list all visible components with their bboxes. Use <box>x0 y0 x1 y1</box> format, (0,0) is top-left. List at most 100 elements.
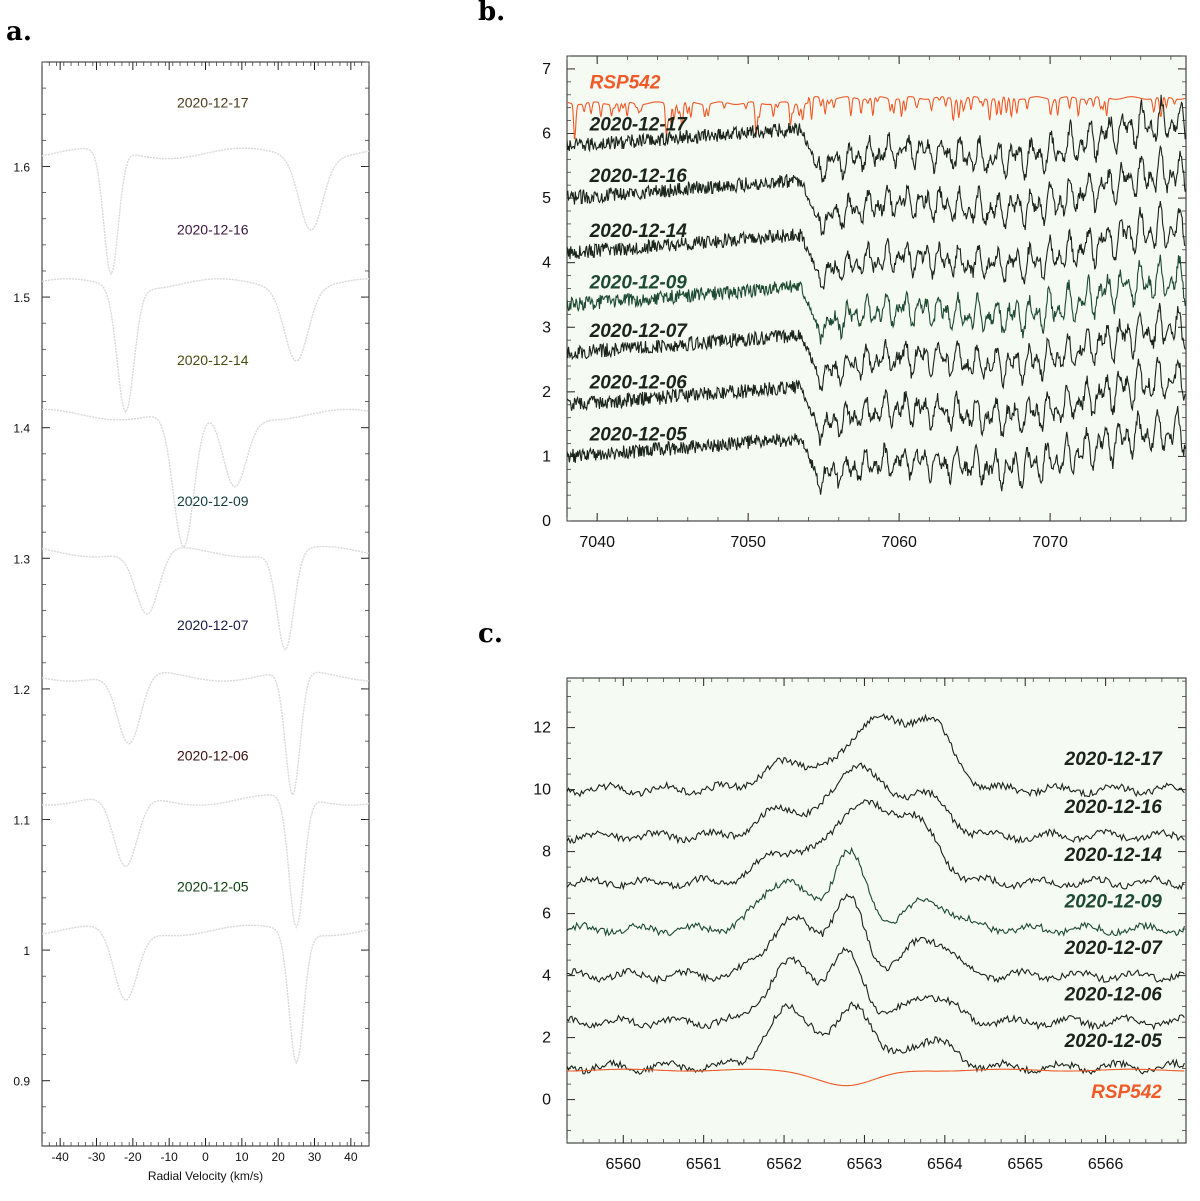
panel-a-y-tick-label: 1.6 <box>13 160 30 174</box>
panel-b-series-line <box>567 356 1186 446</box>
panel-c-series-line <box>567 1068 1185 1087</box>
panel-c-y-tick-label: 8 <box>542 844 551 861</box>
panel-b-x-tick-label: 7070 <box>1032 534 1068 551</box>
panel-c-x-tick-label: 6565 <box>1007 1156 1043 1173</box>
panel-c-y-tick-label: 4 <box>542 968 551 985</box>
panel-c-series-label: 2020-12-07 <box>1064 938 1164 959</box>
panel-a-y-tick-label: 1.2 <box>13 683 30 697</box>
panel-a-series-line <box>41 545 370 651</box>
panel-a-x-tick-label: 10 <box>235 1150 249 1164</box>
panel-c-series-group <box>567 713 1185 1087</box>
panel-a-x-tick-label: -10 <box>160 1150 178 1164</box>
panel-c-series-line <box>567 893 1185 985</box>
panel-a-x-tick-label: -20 <box>124 1150 142 1164</box>
panel-b-series-line <box>567 94 1186 183</box>
panel-a-series-line <box>41 794 370 929</box>
panel-c-series-label: RSP542 <box>1091 1082 1162 1103</box>
panel-a-series-label: 2020-12-05 <box>177 878 249 894</box>
panel-a-x-tick-label: 0 <box>202 1150 209 1164</box>
panel-a-y-tick-label: 0.9 <box>13 1075 30 1089</box>
panel-c-series-label: 2020-12-14 <box>1064 845 1163 866</box>
panel-a-x-tick-label: 20 <box>271 1150 285 1164</box>
panel-c-series-line <box>567 713 1185 798</box>
panel-c-x-tick-label: 6564 <box>927 1156 963 1173</box>
panel-b-y-tick-label: 4 <box>542 255 551 272</box>
panel-c-x-tick-label: 6563 <box>847 1156 883 1173</box>
panel-a-series-label: 2020-12-16 <box>177 221 249 237</box>
panel-c-y-tick-label: 10 <box>533 782 551 799</box>
panel-a-x-tick-label: -40 <box>51 1150 69 1164</box>
panel-a-y-tick-label: 1.3 <box>13 552 30 566</box>
panel-b-x-axis: 7040 7050 7060 7070 <box>566 56 1172 551</box>
panel-b-series-label: 2020-12-07 <box>589 321 689 342</box>
panel-a-y-tick-label: 1.4 <box>13 422 30 436</box>
panel-b-series-line <box>567 201 1186 290</box>
panel-b-y-axis: 0 1 2 3 4 5 6 7 <box>542 55 1186 530</box>
panel-b-series-line <box>567 302 1186 392</box>
panel-c-x-tick-label: 6560 <box>605 1156 641 1173</box>
panel-a-x-tick-label: -30 <box>88 1150 106 1164</box>
panel-a-plot-frame <box>41 61 370 1147</box>
panel-label-b: b. <box>478 0 505 27</box>
panel-a-y-tick-label: 1.1 <box>13 813 30 827</box>
panel-a-series-line <box>41 924 370 1065</box>
panel-b-series-line <box>567 144 1186 236</box>
panel-b-y-tick-label: 2 <box>542 384 551 401</box>
panel-b-series-label: 2020-12-17 <box>589 114 689 135</box>
panel-b-spectra-chart: 7040 7050 7060 7070 0 1 2 3 4 5 6 7 RSP542 2020-12-17… <box>542 55 1187 551</box>
panel-a-series-label: 2020-12-14 <box>177 352 249 368</box>
panel-a-series-line <box>41 147 370 276</box>
panel-a-series-label: 2020-12-07 <box>177 617 249 633</box>
panel-c-series-line <box>567 846 1185 937</box>
panel-a-x-tick-label: 30 <box>308 1150 322 1164</box>
panel-b-series-label: RSP542 <box>590 72 661 93</box>
panel-c-y-tick-label: 6 <box>542 906 551 923</box>
panel-c-series-line <box>567 762 1185 845</box>
panel-a-series-label: 2020-12-17 <box>177 95 249 111</box>
panel-c-series-line <box>567 1001 1185 1075</box>
panel-a-y-axis: 0.9 1 1.1 1.2 1.3 1.4 1.5 1.6 <box>13 61 369 1134</box>
panel-b-y-tick-label: 5 <box>542 190 551 207</box>
panel-c-series-label: 2020-12-05 <box>1064 1031 1163 1052</box>
panel-b-series-label: 2020-12-16 <box>589 166 688 187</box>
panel-c-y-tick-label: 0 <box>542 1092 551 1109</box>
panel-b-series-label: 2020-12-09 <box>589 273 688 294</box>
panel-b-y-tick-label: 3 <box>542 319 551 336</box>
panel-c-series-label: 2020-12-16 <box>1064 797 1163 818</box>
panel-a-series-line <box>41 278 370 414</box>
panel-a-x-tick-label: 40 <box>344 1150 358 1164</box>
panel-b-series-label: 2020-12-06 <box>589 373 688 394</box>
panel-b-y-tick-label: 0 <box>542 513 551 530</box>
panel-c-halpha-chart: 6560 6561 6562 6563 6564 6565 6566 0 2 4 6 8 10 12 202… <box>533 677 1187 1173</box>
panel-c-y-tick-label: 2 <box>542 1030 551 1047</box>
panel-c-x-axis: 6560 6561 6562 6563 6564 6565 6566 <box>566 678 1179 1173</box>
panel-c-x-tick-label: 6561 <box>686 1156 722 1173</box>
panel-b-y-tick-label: 7 <box>542 61 551 78</box>
panel-a-series-line <box>42 408 370 549</box>
panel-a-x-axis-title: Radial Velocity (km/s) <box>148 1169 263 1183</box>
panel-b-series-line <box>567 96 1186 140</box>
panel-a-y-tick-label: 1.5 <box>13 291 30 305</box>
panel-b-series-line <box>567 406 1186 495</box>
panel-c-x-tick-label: 6566 <box>1088 1156 1124 1173</box>
panel-a-series-label: 2020-12-09 <box>177 493 249 509</box>
panel-c-y-axis: 0 2 4 6 8 10 12 <box>533 680 1186 1131</box>
panel-b-y-tick-label: 6 <box>542 126 551 143</box>
panel-b-y-tick-label: 1 <box>542 448 551 465</box>
panel-label-a: a. <box>6 17 32 47</box>
panel-c-y-tick-label: 12 <box>533 720 551 737</box>
panel-b-series-group <box>567 94 1186 495</box>
panel-b-series-label: 2020-12-05 <box>589 424 688 445</box>
panel-b-x-tick-label: 7050 <box>730 534 766 551</box>
panel-b-x-tick-label: 7060 <box>881 534 917 551</box>
panel-c-series-line <box>567 946 1185 1031</box>
panel-b-series-line <box>567 254 1186 345</box>
panel-c-series-label: 2020-12-09 <box>1064 891 1163 912</box>
panel-label-c: c. <box>478 619 503 649</box>
panel-c-series-line <box>567 799 1185 891</box>
panel-a-series-label: 2020-12-06 <box>177 748 249 764</box>
panel-a-x-axis: -40 -30 -20 -10 0 10 20 30 40 <box>41 62 370 1164</box>
panel-a-series-line <box>41 671 370 797</box>
panel-c-series-label: 2020-12-06 <box>1064 984 1163 1005</box>
panel-c-x-tick-label: 6562 <box>766 1156 802 1173</box>
